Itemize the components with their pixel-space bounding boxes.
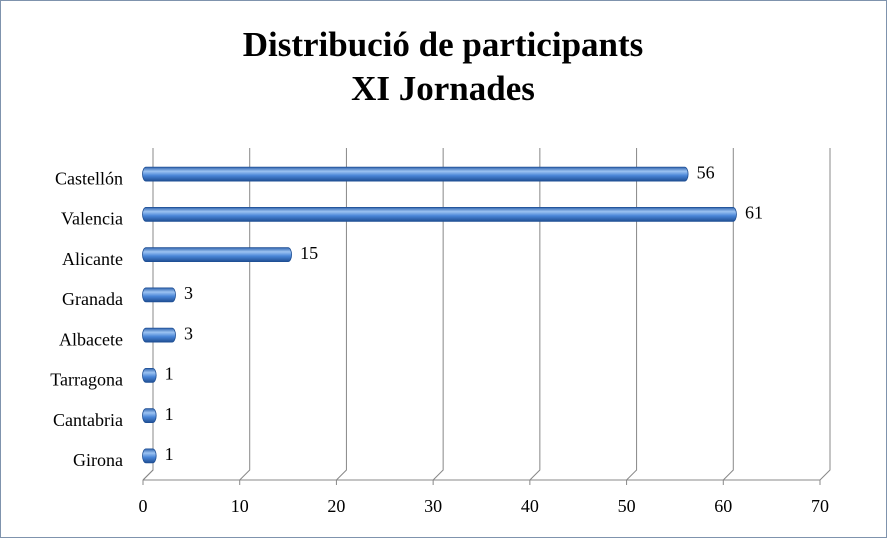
y-tick-label: Alicante — [62, 249, 123, 269]
data-label: 61 — [745, 203, 763, 223]
chart-title: Distribució de participants — [243, 25, 644, 64]
x-tick-label: 20 — [327, 496, 345, 516]
data-label: 56 — [697, 162, 715, 182]
bar — [142, 206, 737, 222]
x-tick-label: 60 — [714, 496, 732, 516]
bar — [142, 367, 157, 383]
x-tick-label: 10 — [231, 496, 249, 516]
y-tick-label: Cantabria — [53, 410, 123, 430]
y-tick-label: Valencia — [61, 209, 123, 229]
y-tick-label: Granada — [62, 289, 123, 309]
y-tick-label: Tarragona — [50, 370, 123, 390]
grid-line — [819, 148, 831, 481]
x-tick-label: 30 — [424, 496, 442, 516]
grid-line — [529, 148, 541, 481]
x-tick-label: 70 — [811, 496, 829, 516]
chart-title: XI Jornades — [351, 69, 535, 108]
bar — [142, 247, 292, 263]
x-tick-label: 0 — [139, 496, 148, 516]
bar — [142, 448, 157, 464]
bar — [142, 166, 689, 182]
bar — [142, 287, 176, 303]
data-label: 3 — [184, 323, 193, 343]
data-label: 3 — [184, 283, 193, 303]
data-label: 1 — [165, 444, 174, 464]
y-tick-label: Albacete — [59, 329, 123, 349]
x-tick-label: 40 — [521, 496, 539, 516]
x-tick-label: 50 — [618, 496, 636, 516]
bar — [142, 408, 157, 424]
data-label: 1 — [165, 404, 174, 424]
grid-line — [432, 148, 444, 481]
y-tick-label: Castellón — [55, 168, 123, 188]
data-label: 15 — [300, 243, 318, 263]
y-tick-label: Girona — [73, 450, 123, 470]
grid-line — [336, 148, 347, 481]
grid-line — [626, 148, 638, 481]
bar — [142, 327, 176, 343]
grid-line — [722, 148, 734, 481]
data-label: 1 — [165, 364, 174, 384]
